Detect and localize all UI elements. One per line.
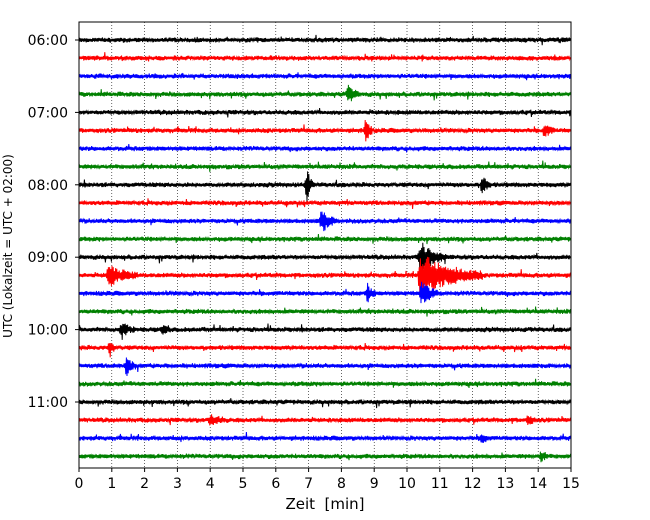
x-tick-label: 1 (107, 476, 116, 492)
x-tick-label: 8 (337, 476, 346, 492)
x-tick-label: 2 (140, 476, 149, 492)
trace-row (78, 378, 571, 388)
x-axis-label: Zeit [min] (285, 495, 364, 513)
trace-row (78, 432, 571, 443)
trace-row (78, 108, 571, 118)
trace-row (78, 52, 571, 62)
trace-row (78, 84, 571, 102)
plot-frame (78, 21, 572, 469)
x-tick-label: 0 (75, 476, 84, 492)
x-tick-label: 13 (496, 476, 514, 492)
y-tick-label: 10:00 (28, 323, 68, 339)
trace-row (78, 233, 571, 245)
trace-row (78, 306, 571, 317)
x-tick-label: 11 (431, 476, 449, 492)
y-axis-label: UTC (Lokalzeit = UTC + 02:00) (1, 154, 15, 338)
trace-row (78, 211, 571, 232)
x-tick-label: 4 (206, 476, 215, 492)
x-tick-label: 12 (464, 476, 482, 492)
trace-row (78, 34, 571, 46)
y-tick-label: 06:00 (28, 33, 68, 49)
y-tick-label: 07:00 (28, 105, 68, 121)
trace-row (78, 451, 571, 463)
trace-row (78, 256, 571, 296)
y-tick-label: 09:00 (28, 250, 68, 266)
x-tick-label: 7 (304, 476, 313, 492)
y-axis-ticks: 06:00 07:00 08:00 09:00 10:00 11:00 (28, 33, 79, 411)
x-tick-label: 10 (398, 476, 416, 492)
trace-row (78, 198, 571, 210)
x-tick-label: 14 (529, 476, 547, 492)
trace-row (78, 144, 571, 153)
trace-row (78, 171, 571, 202)
trace-row (78, 323, 571, 340)
x-tick-label: 9 (370, 476, 379, 492)
x-tick-label: 6 (271, 476, 280, 492)
trace-row (78, 281, 571, 304)
trace-row (78, 160, 571, 172)
trace-row (78, 119, 571, 142)
trace-row (78, 242, 571, 273)
trace-row (78, 72, 571, 81)
trace-row (78, 398, 571, 409)
trace-row (78, 342, 571, 358)
x-tick-label: 3 (173, 476, 182, 492)
seismogram-traces (78, 34, 571, 463)
trace-row (78, 357, 571, 377)
trace-row (78, 414, 571, 426)
x-tick-label: 5 (239, 476, 248, 492)
x-tick-label: 15 (562, 476, 580, 492)
grid-lines (111, 22, 539, 468)
y-tick-label: 08:00 (28, 178, 68, 194)
y-tick-label: 11:00 (28, 395, 68, 411)
x-axis-ticks: 0 1 2 3 4 5 6 7 8 9 10 11 12 13 14 15 (75, 468, 580, 492)
